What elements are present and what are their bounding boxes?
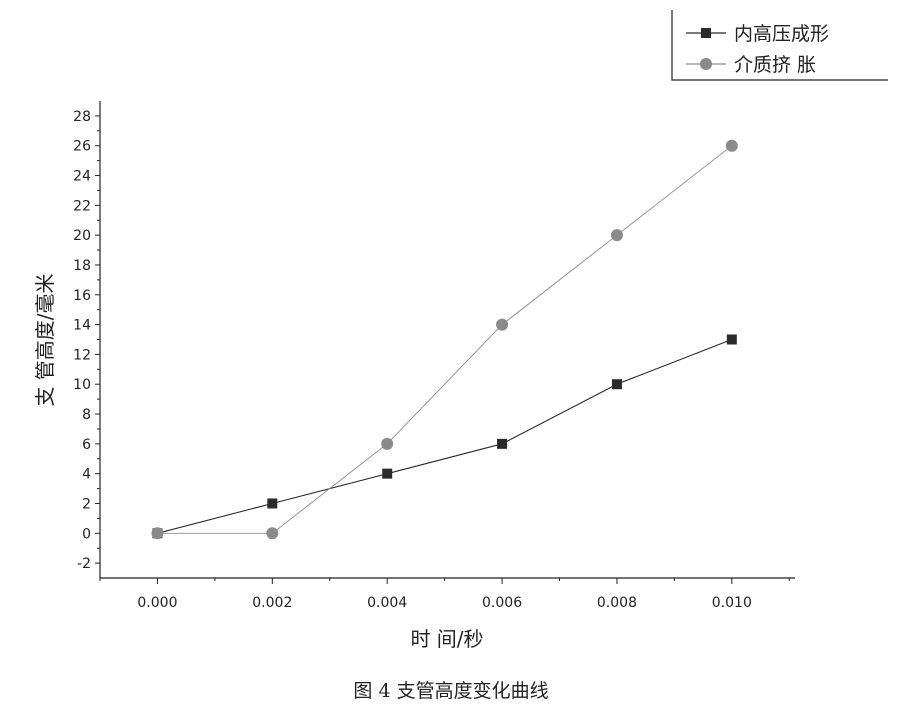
- legend-frame: [671, 10, 888, 81]
- data-point-square: [726, 334, 737, 345]
- y-tick-label: 12: [73, 347, 91, 363]
- series-layer: [151, 139, 738, 540]
- x-tick-label: 0.000: [137, 595, 177, 611]
- y-tick-label: -2: [77, 556, 91, 572]
- x-tick-label: 0.002: [252, 595, 292, 611]
- legend-label-0: 内高压成形: [734, 23, 829, 45]
- y-axis-title: 支 管高度/毫米: [33, 273, 57, 406]
- figure-caption: 图 4 支管高度变化曲线: [353, 680, 548, 702]
- x-tick-label: 0.004: [367, 595, 407, 611]
- y-tick-label: 16: [73, 288, 91, 304]
- data-point-square: [611, 379, 622, 390]
- x-tick-label: 0.008: [597, 595, 637, 611]
- legend-circle-marker: [700, 58, 712, 70]
- x-tick-label: 0.010: [712, 595, 752, 611]
- y-tick-label: 2: [82, 496, 91, 512]
- y-tick-label: 8: [82, 407, 91, 423]
- y-tick-label: 6: [82, 437, 91, 453]
- data-point-square: [497, 438, 508, 449]
- legend-square-marker: [701, 28, 711, 38]
- y-tick-label: 4: [82, 467, 91, 483]
- data-point-square: [267, 498, 278, 509]
- data-point-circle: [610, 229, 623, 242]
- data-point-circle: [151, 527, 164, 540]
- x-axis-title: 时 间/秒: [410, 627, 483, 651]
- legend-label-1: 介质挤 胀: [734, 54, 816, 76]
- data-point-circle: [496, 318, 509, 331]
- y-tick-label: 24: [73, 169, 91, 185]
- y-tick-label: 0: [82, 526, 91, 542]
- series-line-1: [157, 145, 733, 534]
- y-tick-label: 14: [73, 318, 91, 334]
- plot-frame: [99, 101, 795, 579]
- y-tick-label: 18: [73, 258, 91, 274]
- y-tick-label: 10: [73, 377, 91, 393]
- y-tick-label: 26: [73, 139, 91, 155]
- series-line-0: [157, 338, 732, 534]
- x-ticks: 0.000 0.002 0.004 0.006 0.008 0.010: [99, 578, 790, 611]
- y-tick-label: 20: [73, 228, 91, 244]
- data-point-square: [382, 468, 393, 479]
- data-point-circle: [266, 527, 279, 540]
- data-point-circle: [725, 139, 738, 152]
- y-tick-label: 28: [73, 109, 91, 125]
- data-point-circle: [381, 437, 394, 450]
- x-tick-label: 0.006: [482, 595, 522, 611]
- y-tick-label: 22: [73, 198, 91, 214]
